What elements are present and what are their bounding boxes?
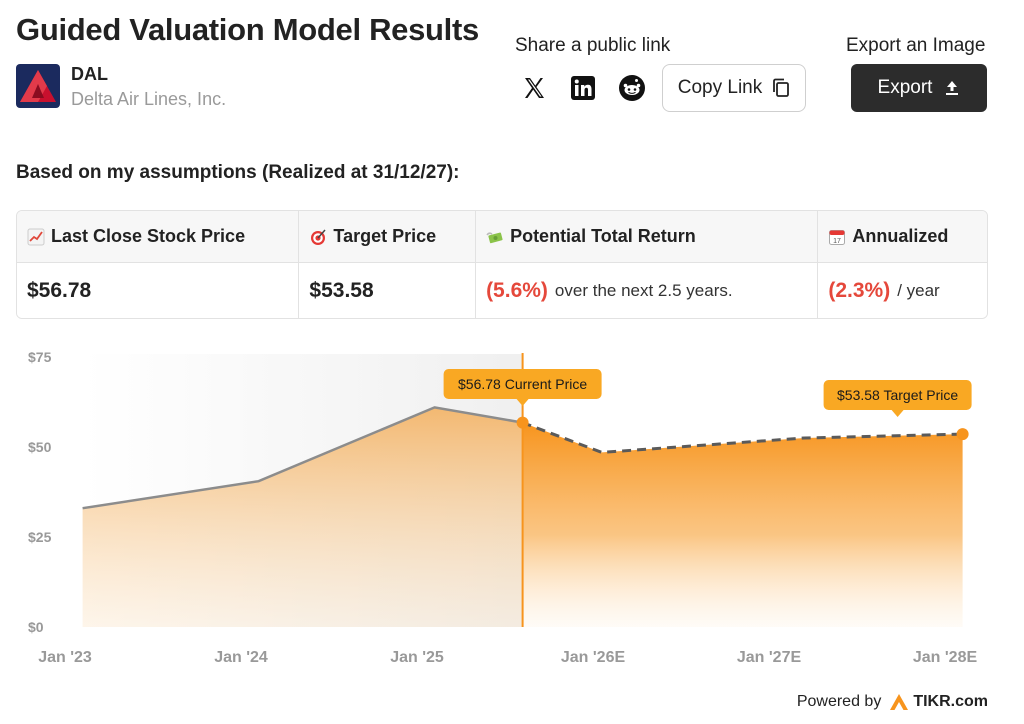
historical-line (82, 406, 523, 510)
y-tick-label: $75 (28, 349, 52, 365)
export-label: Export an Image (846, 35, 986, 56)
share-icons (518, 72, 665, 104)
y-tick-label: $50 (28, 439, 52, 455)
tikr-logo-icon (890, 694, 909, 710)
linkedin-icon[interactable] (567, 72, 599, 104)
share-label: Share a public link (515, 35, 671, 56)
copy-link-button[interactable]: Copy Link (662, 64, 806, 112)
company-name: Delta Air Lines, Inc. (71, 89, 227, 109)
calendar-icon: 17 (828, 228, 846, 246)
valuation-chart: $75 $50 $25 $0 Jan '23 Jan '24 Jan '25 Jan '26… (28, 349, 978, 666)
page-title: Guided Valuation Model Results (16, 12, 479, 47)
y-tick-label: $0 (28, 619, 44, 635)
current-price-point (516, 416, 529, 429)
header-return: Potential Total Return (510, 226, 696, 246)
x-tick-label: Jan '26E (561, 649, 626, 666)
export-button[interactable]: Export (851, 64, 987, 112)
current-price-label-pointer (516, 399, 529, 406)
delta-logo (16, 64, 60, 108)
x-tick-label: Jan '28E (913, 649, 978, 666)
target-price-label-text: $53.58 Target Price (837, 387, 958, 403)
current-price-label-text: $56.78 Current Price (458, 376, 587, 392)
x-tick-label: Jan '23 (38, 649, 92, 666)
projected-area (522, 422, 963, 627)
header-target: Target Price (333, 226, 437, 246)
powered-by-label: Powered by (796, 693, 882, 710)
copy-icon (773, 78, 790, 97)
annualized-suffix: / year (897, 281, 940, 300)
return-suffix: over the next 2.5 years. (554, 281, 733, 300)
return-value: (5.6%) (486, 279, 548, 302)
svg-text:17: 17 (833, 238, 841, 245)
current-price-label-bg (443, 369, 602, 399)
company-info: DAL Delta Air Lines, Inc. (16, 62, 226, 110)
annualized-value: (2.3%) (828, 279, 891, 302)
target-price-label-bg (823, 380, 972, 410)
copy-link-label: Copy Link (677, 77, 763, 98)
current-price-label: $56.78 Current Price (443, 369, 602, 406)
y-tick-label: $25 (28, 529, 52, 545)
projected-line (522, 421, 963, 454)
powered-by: Powered by TIKR.com (797, 693, 988, 711)
chart-increasing-icon (27, 228, 45, 246)
target-icon (309, 228, 327, 246)
reddit-icon[interactable] (616, 72, 648, 104)
target-price-label-pointer (891, 410, 904, 417)
header-last-close: Last Close Stock Price (51, 226, 246, 246)
x-icon[interactable] (518, 72, 550, 104)
last-close-value: $56.78 (27, 279, 92, 302)
x-tick-label: Jan '24 (214, 649, 268, 666)
summary-table: Last Close Stock Price Target Price Pote… (16, 210, 988, 319)
x-tick-label: Jan '25 (390, 649, 444, 666)
ticker: DAL (71, 64, 108, 84)
header-annualized: Annualized (852, 226, 949, 246)
historical-area (82, 407, 523, 627)
money-wings-icon (486, 228, 504, 246)
x-tick-label: Jan '27E (737, 649, 802, 666)
upload-icon (946, 81, 959, 95)
export-button-label: Export (877, 77, 933, 98)
target-price-point (956, 428, 969, 441)
target-value: $53.58 (309, 279, 374, 302)
tikr-brand: TIKR.com (913, 693, 988, 710)
target-price-label: $53.58 Target Price (823, 380, 972, 417)
assumptions-text: Based on my assumptions (Realized at 31/… (16, 162, 460, 183)
